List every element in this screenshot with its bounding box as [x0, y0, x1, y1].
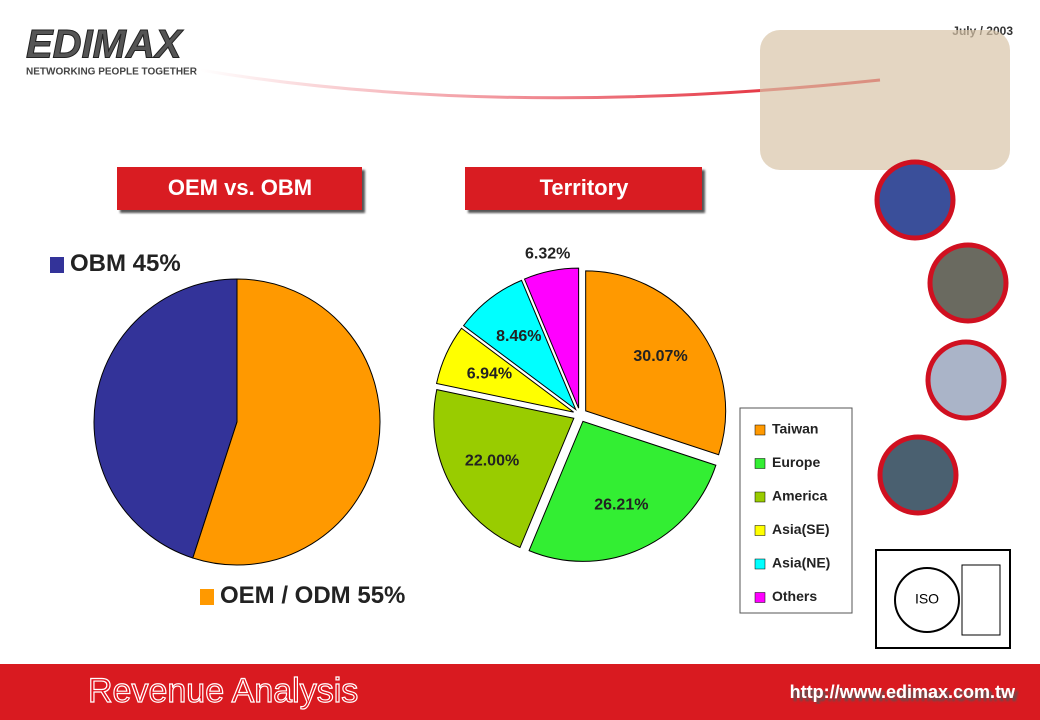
pie-slice [528, 420, 717, 562]
legend-label: Asia(NE) [772, 555, 830, 571]
people-photo [760, 30, 1010, 170]
value-label: 8.46% [496, 328, 541, 345]
legend-label: Taiwan [772, 421, 818, 437]
value-label: 22.00% [465, 453, 519, 470]
legend-swatch [50, 257, 64, 273]
pie-slice [523, 267, 580, 409]
value-label: 26.21% [594, 497, 648, 514]
title-button [465, 167, 702, 210]
pie-slice [433, 389, 575, 549]
pie-slice [192, 278, 381, 566]
legend-label: Asia(SE) [772, 521, 830, 537]
footer-title: Revenue Analysis [88, 672, 358, 710]
pie-slice [462, 279, 577, 411]
footer-band [0, 664, 1040, 720]
legend-label: OEM / ODM 55% [220, 582, 405, 609]
legend-value: 55% [357, 582, 405, 609]
svg-text:ISO: ISO [915, 591, 939, 607]
title-button [117, 167, 362, 210]
legend-label: Europe [772, 454, 820, 470]
photo-circles [874, 159, 1009, 516]
pie-slice [585, 270, 727, 456]
legend-label: OBM 45% [70, 250, 181, 277]
value-label: 30.07% [633, 348, 687, 365]
iso-badge: ISO [875, 549, 1011, 649]
legend-swatch [754, 525, 766, 536]
legend-swatch [754, 491, 766, 503]
legend-swatch [754, 458, 766, 469]
legend-swatch [754, 592, 766, 603]
legend-box [739, 407, 853, 614]
legend-label: America [772, 488, 827, 504]
chart-title: Territory [540, 175, 630, 200]
legend-category: OEM / ODM [220, 582, 351, 609]
value-label: 6.32% [525, 246, 570, 263]
footer-url: http://www.edimax.com.tw [790, 682, 1016, 702]
legend-swatch [754, 558, 766, 570]
legend-value: 45% [133, 250, 181, 277]
legend-label: Others [772, 588, 817, 604]
legend-category: OBM [70, 250, 126, 277]
tagline: NETWORKING PEOPLE TOGETHER [26, 67, 198, 78]
legend-swatch [754, 424, 766, 436]
value-label: 6.94% [467, 365, 512, 382]
legend-swatch [200, 589, 214, 605]
chart-title: OEM vs. OBM [168, 175, 312, 200]
pie-slice [435, 327, 574, 413]
logo: EDIMAX [26, 23, 184, 67]
pie-slice [93, 278, 238, 559]
